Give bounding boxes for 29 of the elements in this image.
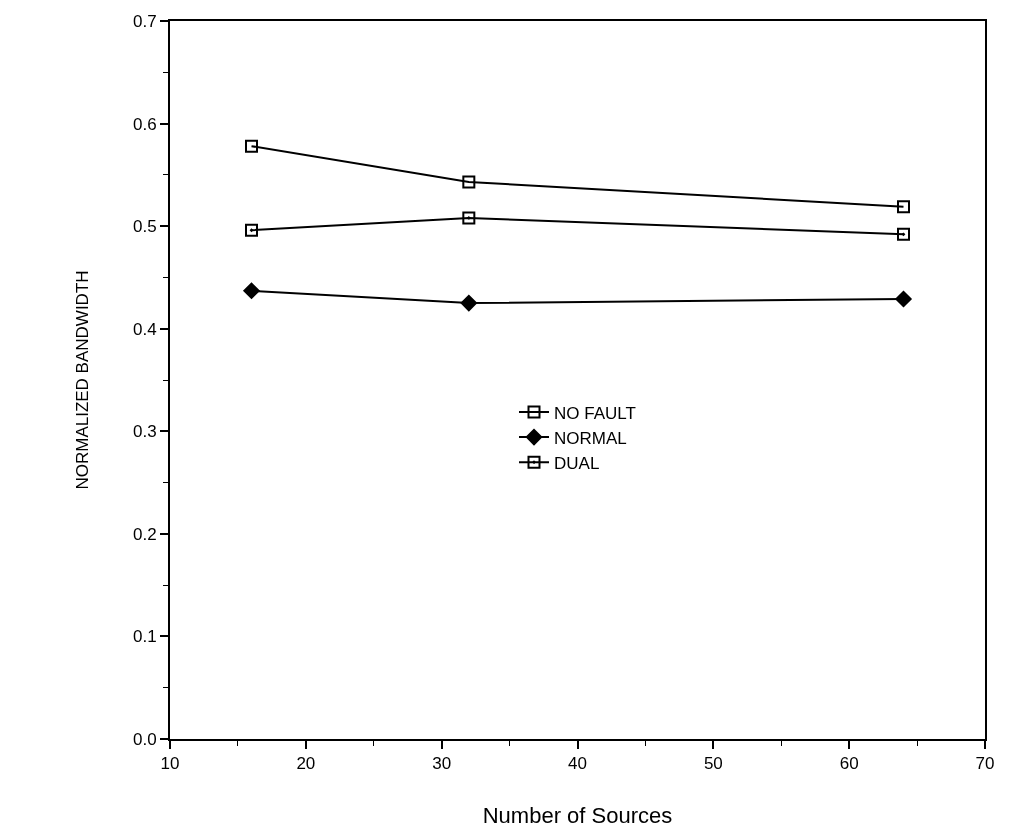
legend-label: NORMAL	[554, 428, 627, 448]
y-tick-label: 0.2	[132, 524, 157, 544]
point	[460, 294, 477, 312]
point	[897, 200, 910, 214]
point	[897, 227, 910, 241]
y-tick-label: 0.5	[132, 217, 157, 237]
point	[245, 139, 258, 153]
y-tick-label: 0.3	[132, 422, 157, 442]
x-tick-label: 60	[839, 754, 859, 774]
y-axis-title: NORMALIZED BANDWIDTH	[73, 270, 93, 490]
point	[895, 290, 912, 308]
point	[462, 175, 476, 189]
y-tick-label: 0.1	[132, 627, 157, 647]
x-axis-title: Number of Sources	[482, 802, 673, 828]
legend-label: NO FAULT	[554, 403, 636, 423]
legend-label: DUAL	[554, 453, 600, 473]
y-tick-label: 0.0	[132, 729, 157, 749]
x-tick-label: 30	[432, 754, 452, 774]
point	[243, 282, 260, 299]
x-tick-label: 40	[568, 754, 587, 774]
x-tick-label: 50	[703, 754, 723, 774]
point	[245, 223, 258, 237]
x-tick-label: 10	[160, 754, 180, 774]
y-tick-label: 0.7	[132, 11, 157, 31]
x-tick-label: 20	[296, 754, 316, 774]
point	[462, 211, 476, 225]
y-tick-label: 0.6	[132, 114, 157, 134]
y-tick-label: 0.4	[132, 319, 157, 339]
x-tick-label: 70	[975, 754, 995, 774]
